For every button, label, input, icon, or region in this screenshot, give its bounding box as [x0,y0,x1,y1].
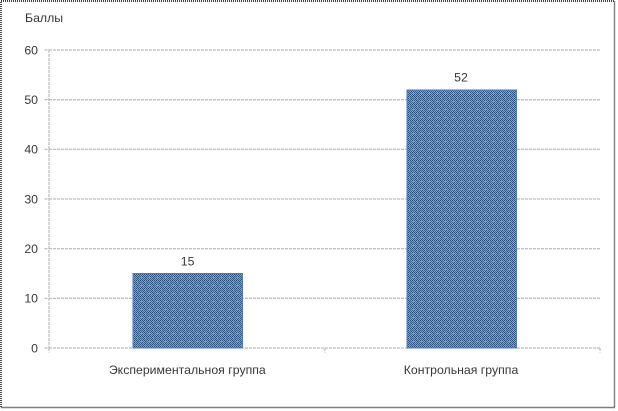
svg-text:0: 0 [31,341,38,355]
svg-text:20: 20 [24,242,38,256]
svg-text:50: 50 [24,93,38,107]
svg-text:15: 15 [181,254,195,268]
svg-text:60: 60 [24,43,38,57]
svg-text:Экспериментальноя группа: Экспериментальноя группа [109,363,266,377]
svg-text:10: 10 [24,292,38,306]
svg-text:52: 52 [454,70,468,84]
svg-text:Контрольная группа: Контрольная группа [404,363,519,377]
svg-text:40: 40 [24,143,38,157]
svg-text:30: 30 [24,192,38,206]
svg-text:Баллы: Баллы [25,11,63,25]
